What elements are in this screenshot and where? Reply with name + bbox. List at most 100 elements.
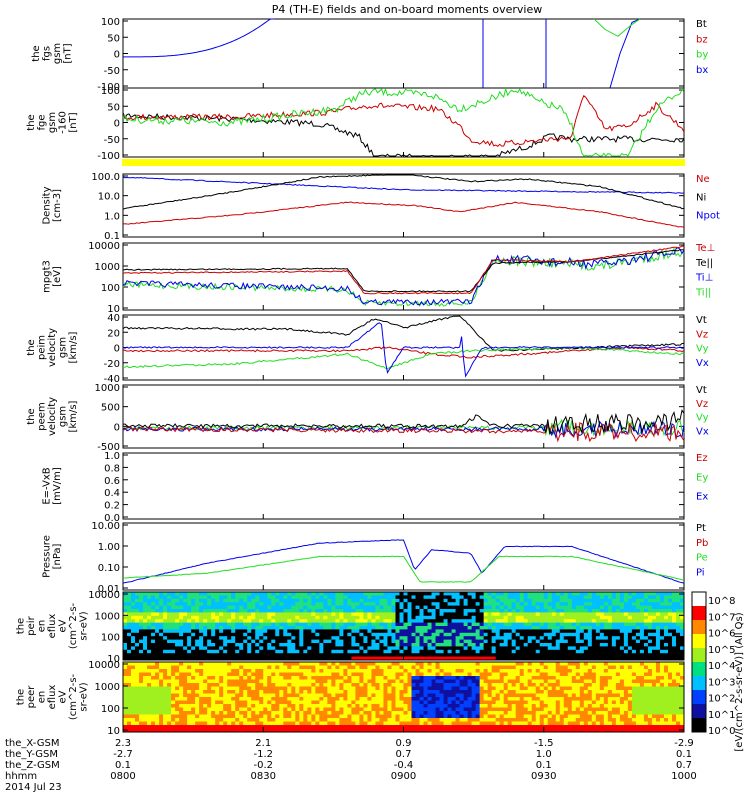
heatmap-cell	[399, 656, 404, 661]
heatmap-cell	[351, 704, 356, 708]
heatmap-cell	[411, 605, 416, 610]
heatmap-cell	[279, 622, 284, 627]
heatmap-cell	[219, 602, 224, 606]
heatmap-cell	[475, 636, 481, 640]
heatmap-cell	[203, 632, 208, 637]
heatmap-cell	[155, 711, 160, 715]
heatmap-cell	[579, 619, 585, 623]
heatmap-cell	[435, 697, 440, 701]
heatmap-cell	[567, 643, 573, 647]
heatmap-cell	[367, 669, 372, 673]
heatmap-cell	[671, 602, 677, 606]
heatmap-cell	[195, 629, 200, 634]
heatmap-cell	[507, 609, 513, 613]
legend-Npot: Npot	[696, 211, 720, 222]
panel-ylabel: mpgt3[eV]	[42, 260, 64, 293]
heatmap-cell	[243, 714, 248, 719]
heatmap-cell	[347, 700, 352, 705]
heatmap-cell	[123, 643, 128, 647]
heatmap-cell	[267, 612, 272, 617]
heatmap-cell	[631, 619, 637, 623]
heatmap-cell	[415, 609, 420, 613]
heatmap-cell	[543, 595, 549, 600]
heatmap-cell	[311, 626, 316, 630]
heatmap-cell	[279, 653, 284, 657]
heatmap-cell	[403, 649, 408, 654]
heatmap-cell	[451, 690, 456, 694]
heatmap-cell	[351, 714, 356, 719]
heatmap-cell	[251, 632, 256, 637]
heatmap-cell	[471, 609, 477, 613]
heatmap-cell	[559, 622, 565, 627]
heatmap-cell	[555, 649, 561, 654]
heatmap-cell	[495, 728, 501, 733]
heatmap-cell	[223, 686, 228, 691]
heatmap-cell	[203, 592, 208, 596]
heatmap-cell	[159, 711, 164, 715]
heatmap-cell	[339, 718, 344, 722]
heatmap-cell	[303, 656, 308, 661]
heatmap-cell	[171, 672, 176, 677]
heatmap-cell	[279, 693, 284, 698]
heatmap-cell	[359, 704, 364, 708]
heatmap-cell	[151, 622, 156, 627]
heatmap-cell	[559, 639, 565, 644]
heatmap-cell	[167, 697, 172, 701]
heatmap-cell	[555, 595, 561, 600]
heatmap-cell	[207, 662, 212, 666]
heatmap-cell	[319, 672, 324, 677]
heatmap-cell	[259, 615, 264, 620]
heatmap-cell	[219, 700, 224, 705]
heatmap-cell	[311, 697, 316, 701]
heatmap-cell	[291, 653, 296, 657]
heatmap-cell	[151, 686, 156, 691]
heatmap-cell	[491, 619, 497, 623]
heatmap-cell	[387, 665, 392, 670]
heatmap-cell	[331, 632, 336, 637]
heatmap-cell	[283, 612, 288, 617]
heatmap-cell	[139, 669, 144, 673]
heatmap-cell	[491, 665, 497, 670]
heatmap-cell	[207, 707, 212, 712]
heatmap-cell	[431, 646, 436, 651]
heatmap-cell	[407, 619, 412, 623]
heatmap-cell	[183, 643, 188, 647]
heatmap-cell	[451, 598, 456, 603]
heatmap-cell	[527, 656, 533, 661]
heatmap-cell	[267, 622, 272, 627]
heatmap-cell	[347, 626, 352, 630]
heatmap-cell	[499, 676, 505, 680]
heatmap-cell	[215, 598, 220, 603]
heatmap-cell	[567, 639, 573, 644]
ylabel-line: velocity	[47, 397, 58, 436]
heatmap-cell	[531, 646, 537, 651]
heatmap-cell	[339, 714, 344, 719]
heatmap-cell	[319, 725, 324, 729]
heatmap-cell	[303, 697, 308, 701]
heatmap-cell	[643, 595, 649, 600]
heatmap-cell	[451, 662, 456, 666]
heatmap-cell	[211, 629, 216, 634]
heatmap-cell	[295, 656, 300, 661]
heatmap-cell	[679, 653, 685, 657]
heatmap-cell	[507, 636, 513, 640]
heatmap-cell	[479, 728, 485, 733]
heatmap-cell	[475, 693, 481, 698]
heatmap-cell	[199, 646, 204, 651]
heatmap-cell	[195, 622, 200, 627]
heatmap-cell	[435, 595, 440, 600]
heatmap-cell	[391, 665, 396, 670]
heatmap-cell	[167, 612, 172, 617]
heatmap-cell	[571, 598, 577, 603]
heatmap-cell	[359, 721, 364, 726]
heatmap-cell	[575, 615, 581, 620]
heatmap-cell	[483, 656, 489, 661]
heatmap-cell	[215, 646, 220, 651]
panel-ylabel: thepeirenefluxeV(cm^2-s-sr-eV)	[16, 602, 90, 649]
heatmap-cell	[391, 595, 396, 600]
heatmap-cell	[255, 725, 260, 729]
heatmap-cell	[523, 605, 529, 610]
heatmap-cell	[595, 609, 601, 613]
heatmap-cell	[639, 656, 645, 661]
heatmap-cell	[191, 602, 196, 606]
